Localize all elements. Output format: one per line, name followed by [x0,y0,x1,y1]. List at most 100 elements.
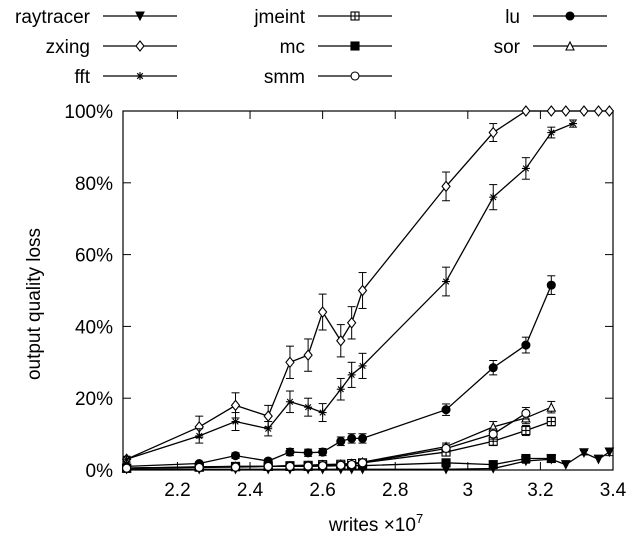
series-line-zxing [126,110,610,460]
legend-item-zxing: zxing [46,37,177,58]
data-point-fft [264,424,273,433]
data-point-smm [441,443,451,454]
marker-shape [579,105,589,117]
data-point-lu [546,280,556,290]
y-tick-label: 40% [75,317,113,338]
marker-shape [263,410,273,423]
data-point-smm [230,462,241,472]
marker-shape [521,453,531,464]
x-axis-label-exponent: 7 [416,511,423,526]
y-tick-label: 20% [75,389,113,410]
marker-shape [135,11,145,22]
data-point-smm [488,429,498,439]
data-point-fft [285,397,294,406]
legend-marker-raytracer [135,11,145,22]
y-tick-label: 60% [75,246,113,267]
data-point-lu [441,405,451,415]
marker-shape [521,408,531,418]
data-point-lu [303,448,313,458]
data-point-fft [547,128,556,137]
marker-shape [546,453,556,464]
data-point-smm [318,461,328,471]
legend-label-smm: smm [264,67,305,88]
data-point-fft [304,403,313,412]
data-point-lu [318,447,328,457]
marker-shape [303,349,313,362]
series-line-lu [126,284,552,468]
legend-label-jmeint: jmeint [253,7,305,28]
marker-shape [303,448,313,458]
plot-area: 0% 20% 40% 60% 80% 100% 2.2 2.4 2.6 2.8 3 3.2 3.4 [64,102,626,501]
data-point-smm [358,458,368,468]
x-tick-label: 3 [463,480,474,501]
legend-item-jmeint: jmeint [253,7,392,28]
legend-label-sor: sor [494,37,521,58]
legend-item-smm: smm [264,67,392,88]
marker-shape [565,40,575,51]
legend-item-sor: sor [494,37,607,58]
marker-shape [347,460,357,470]
data-point-raytracer [604,447,615,458]
data-point-fft [489,193,498,202]
data-point-fft [336,385,345,394]
data-point-smm [347,460,357,470]
marker-shape [303,461,313,471]
x-tick-label: 2.4 [237,480,264,501]
data-point-zxing [336,334,346,347]
series-line-fft [126,122,574,460]
marker-shape [546,280,556,290]
legend-label-fft: fft [75,67,91,88]
data-point-sor [546,401,557,412]
data-point-fft [347,370,356,379]
data-point-raytracer [560,460,571,470]
y-tick-label: 80% [75,174,113,195]
data-point-smm [521,408,531,418]
x-tick-label: 2.8 [382,480,408,501]
legend-item-lu: lu [505,7,607,28]
marker-shape [546,401,557,412]
marker-shape [194,462,204,473]
legend-marker-mc [350,41,360,51]
marker-shape [230,451,241,461]
marker-shape [346,316,357,329]
marker-shape [358,433,368,443]
marker-shape [488,429,498,439]
marker-shape [357,284,368,297]
x-axis-label-text: writes ×10 [328,515,416,536]
marker-shape [350,41,360,51]
data-point-jmeint [546,416,556,427]
data-point-lu [488,363,498,373]
data-point-zxing [593,105,604,117]
marker-shape [604,447,615,458]
data-point-fft [358,361,367,370]
data-point-lu [336,436,346,446]
data-point-fft [569,119,578,128]
marker-shape [593,454,604,465]
legend-label-mc: mc [280,37,305,58]
marker-shape [263,461,273,471]
legend-marker-jmeint [350,11,360,21]
series-smm [122,407,531,473]
legend-label-zxing: zxing [46,37,90,58]
data-point-fft [318,408,327,417]
data-point-smm [194,462,204,473]
data-point-fft [231,417,240,426]
marker-shape [441,458,451,468]
marker-shape [122,463,132,473]
marker-shape [336,334,346,347]
legend-marker-fft [136,72,144,80]
data-point-fft [195,431,204,440]
data-point-fft [442,277,451,286]
data-point-mc [546,453,556,464]
data-point-zxing [604,105,615,117]
data-point-raytracer [593,454,604,465]
data-point-zxing [263,410,273,423]
legend-marker-sor [565,40,575,51]
marker-shape [350,71,360,81]
data-point-zxing [579,105,589,117]
data-point-zxing [488,126,498,139]
marker-shape [336,436,346,446]
data-point-mc [488,460,498,470]
x-tick-label: 3.4 [600,480,627,501]
data-point-mc [441,458,451,468]
